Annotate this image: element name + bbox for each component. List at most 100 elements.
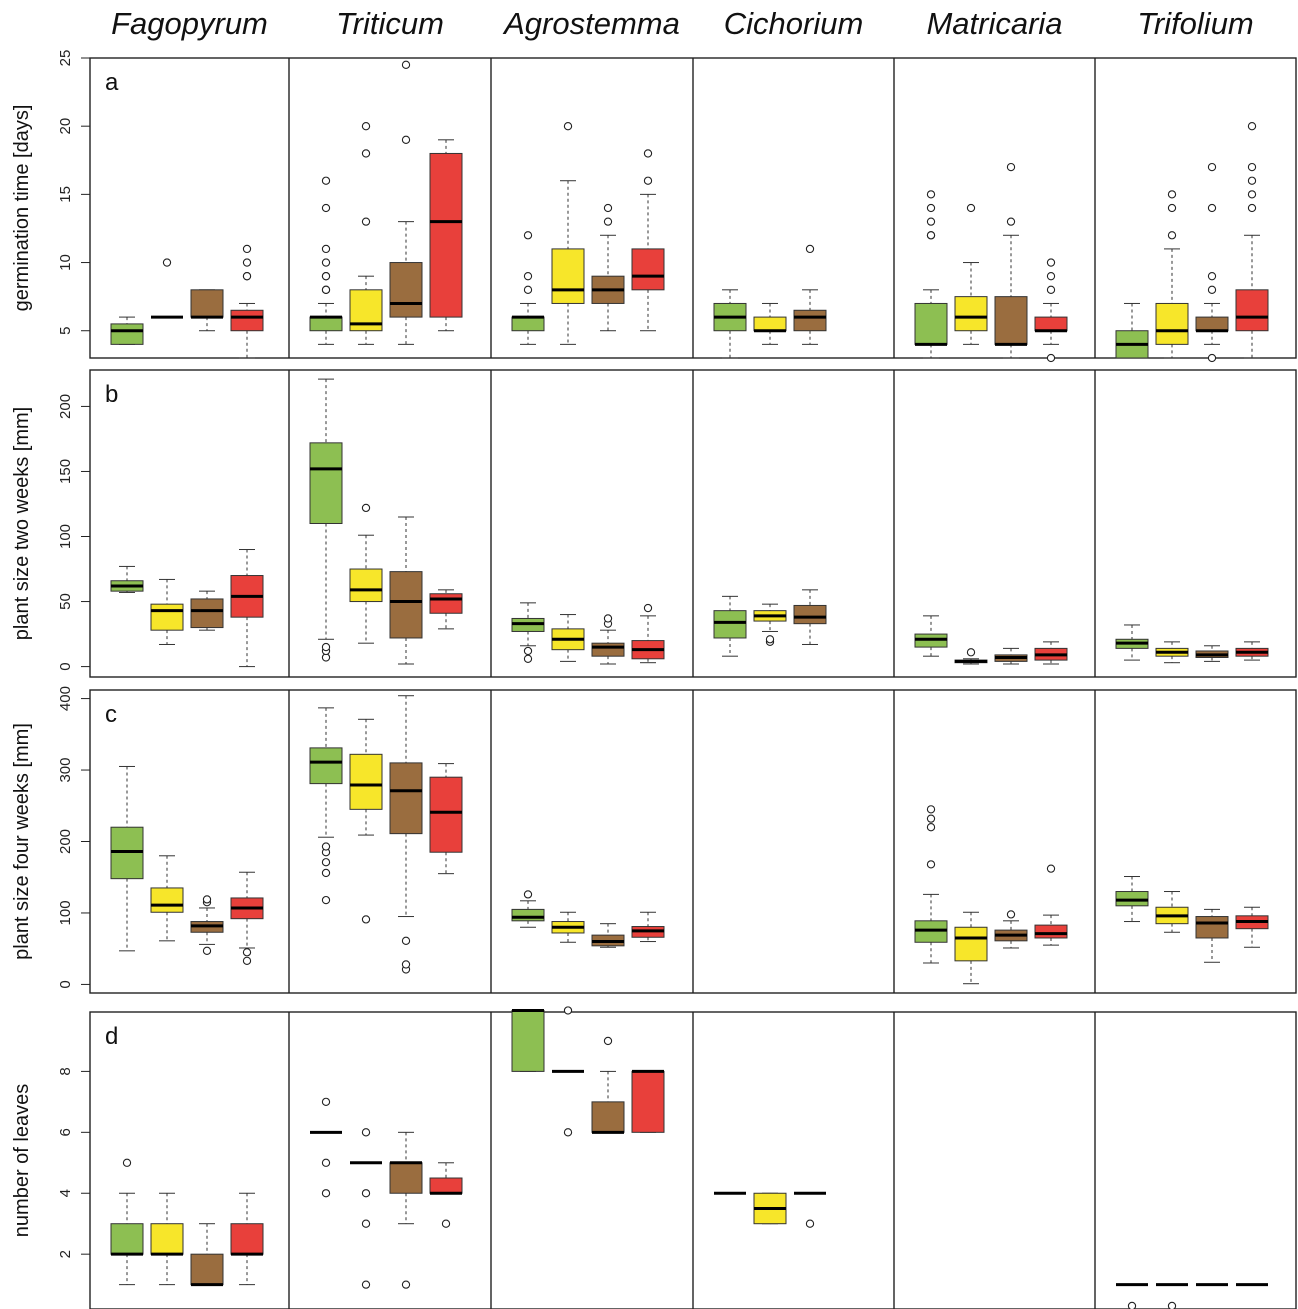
- y-tick-label: 50: [57, 593, 74, 610]
- outlier-point: [1006, 162, 1016, 172]
- box-fagopyrum-2: [150, 855, 184, 942]
- box-trifolium-2: [1155, 641, 1189, 664]
- outlier-point: [926, 860, 936, 869]
- outlier-point: [1207, 162, 1217, 172]
- box-trifolium-1: [1115, 624, 1149, 661]
- outlier-point: [361, 217, 371, 226]
- outlier-point: [401, 936, 411, 945]
- box-matricaria-4: [1034, 258, 1068, 363]
- iqr-box: [954, 926, 988, 962]
- box-trifolium-1: [1115, 876, 1149, 923]
- box-trifolium-2: [1155, 190, 1189, 359]
- box-agrostemma-3: [591, 923, 625, 948]
- box-fagopyrum-3: [190, 289, 224, 332]
- outlier-point: [523, 285, 533, 294]
- outlier-point: [523, 890, 533, 899]
- outlier-point: [603, 203, 613, 213]
- box-triticum-2: [349, 503, 383, 644]
- box-matricaria-4: [1034, 641, 1068, 665]
- box-fagopyrum-3: [190, 895, 224, 955]
- outlier-point: [401, 60, 411, 69]
- y-tick-label: 10: [57, 254, 74, 271]
- box-matricaria-3: [994, 647, 1028, 665]
- y-tick-label: 400: [57, 686, 74, 711]
- y-tick-label: 25: [57, 50, 74, 67]
- box-triticum-2: [349, 122, 383, 345]
- outlier-point: [361, 915, 371, 924]
- box-agrostemma-1: [511, 231, 545, 345]
- outlier-point: [643, 603, 653, 613]
- box-trifolium-3: [1195, 645, 1229, 662]
- box-trifolium-1: [1115, 302, 1149, 359]
- outlier-point: [202, 946, 212, 955]
- outlier-point: [321, 1189, 331, 1198]
- iqr-box: [1155, 302, 1189, 345]
- iqr-box: [793, 309, 827, 332]
- outlier-point: [1247, 162, 1257, 172]
- y-tick-label: 4: [57, 1189, 74, 1197]
- panel-d: 2 4 6 8 number of leaves d: [11, 1006, 1297, 1309]
- box-agrostemma-4: [631, 1069, 665, 1133]
- outlier-point: [321, 842, 331, 851]
- box-agrostemma-1: [511, 1008, 545, 1072]
- iqr-box: [753, 316, 787, 332]
- outlier-point: [321, 642, 331, 652]
- iqr-box: [631, 1070, 665, 1133]
- outlier-point: [926, 190, 936, 199]
- box-triticum-4: [429, 1162, 463, 1228]
- outlier-point: [926, 231, 936, 240]
- box-fagopyrum-1: [110, 1158, 144, 1286]
- outlier-point: [643, 149, 653, 158]
- outlier-point: [401, 1280, 411, 1289]
- box-trifolium-1: [1116, 1283, 1148, 1309]
- box-trifolium-4: [1235, 906, 1269, 948]
- iqr-box: [190, 289, 224, 318]
- box-trifolium-3: [1195, 162, 1229, 363]
- box-agrostemma-2: [551, 614, 585, 662]
- iqr-box: [1195, 316, 1229, 332]
- outlier-point: [321, 1097, 331, 1107]
- iqr-box: [511, 316, 545, 332]
- box-cichorium-2: [753, 1192, 787, 1225]
- y-axis-label: plant size two weeks [mm]: [11, 407, 33, 640]
- y-tick-label: 2: [57, 1250, 74, 1258]
- outlier-point: [563, 1128, 573, 1137]
- iqr-box: [1034, 924, 1068, 939]
- outlier-point: [321, 272, 331, 281]
- iqr-box: [389, 571, 423, 639]
- outlier-point: [523, 272, 533, 281]
- outlier-point: [1247, 122, 1257, 131]
- species-title: Triticum: [336, 6, 444, 41]
- outlier-point: [321, 203, 331, 213]
- outlier-point: [1127, 1301, 1137, 1309]
- iqr-box: [389, 762, 423, 835]
- outlier-point: [162, 258, 172, 267]
- iqr-box: [994, 296, 1028, 345]
- outlier-point: [321, 868, 331, 878]
- box-agrostemma-1: [511, 890, 545, 928]
- outlier-point: [926, 814, 936, 823]
- box-fagopyrum-1: [110, 316, 144, 345]
- box-triticum-3: [389, 1131, 423, 1289]
- iqr-box: [793, 604, 827, 625]
- outlier-point: [1046, 285, 1056, 294]
- outlier-point: [1167, 231, 1177, 240]
- species-title: Fagopyrum: [111, 6, 268, 41]
- outlier-point: [321, 244, 331, 254]
- iqr-box: [349, 753, 383, 810]
- iqr-box: [110, 1223, 144, 1255]
- y-tick-label: 150: [57, 459, 74, 484]
- box-matricaria-2: [954, 203, 988, 345]
- outlier-point: [202, 895, 212, 904]
- y-axis-label: plant size four weeks [mm]: [11, 723, 33, 960]
- species-title: Trifolium: [1137, 6, 1254, 41]
- iqr-box: [1235, 289, 1269, 332]
- iqr-box: [190, 1253, 224, 1286]
- box-triticum-4: [429, 589, 463, 630]
- box-agrostemma-4: [631, 911, 665, 943]
- box-fagopyrum-2: [151, 258, 183, 319]
- box-triticum-3: [389, 695, 423, 974]
- y-tick-label: 20: [57, 118, 74, 135]
- outlier-point: [321, 895, 331, 905]
